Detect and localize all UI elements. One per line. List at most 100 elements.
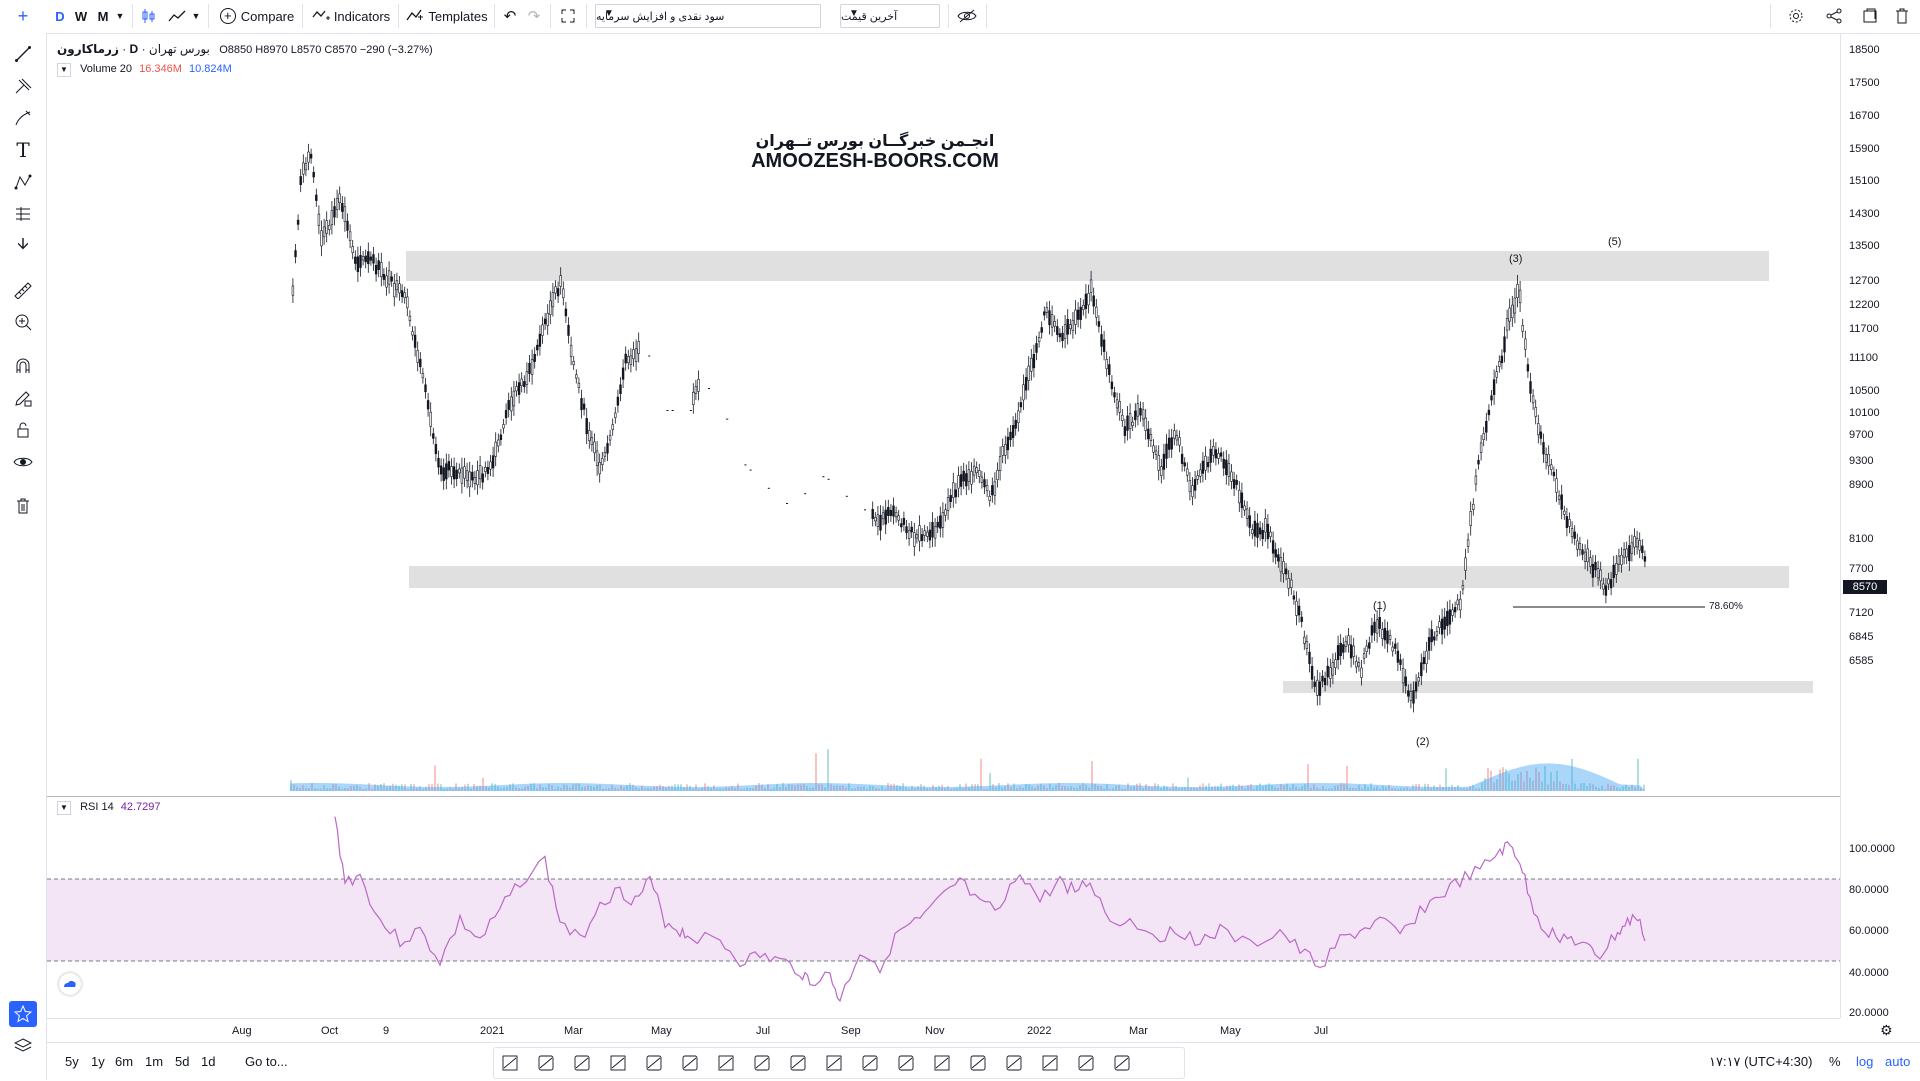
wave-label-1[interactable]: (1) bbox=[1373, 600, 1387, 612]
rsi-canvas[interactable] bbox=[47, 797, 1840, 1019]
volume-bar bbox=[452, 788, 454, 791]
zoom-in-icon[interactable] bbox=[9, 309, 37, 335]
candle bbox=[523, 375, 526, 393]
volume-bar bbox=[926, 787, 928, 791]
collapse-chevron-icon[interactable]: ▼ bbox=[57, 63, 71, 77]
chevron-down-icon[interactable]: ▼ bbox=[191, 11, 201, 21]
range-1m-button[interactable]: 1m bbox=[145, 1054, 164, 1069]
volume-bar bbox=[1412, 784, 1414, 791]
fib-level-label[interactable]: 78.60% bbox=[1709, 601, 1743, 612]
text-tool-icon[interactable]: T bbox=[16, 138, 30, 162]
wave-label-5[interactable]: (5) bbox=[1608, 236, 1622, 248]
snapshot-icon[interactable] bbox=[1858, 4, 1882, 28]
layers-icon[interactable] bbox=[9, 1033, 37, 1059]
crosshair-icon[interactable]: + bbox=[17, 5, 29, 26]
candle bbox=[1453, 601, 1457, 618]
trash-icon[interactable] bbox=[9, 493, 37, 519]
pencil-lock-icon[interactable] bbox=[9, 385, 37, 411]
volume-bar bbox=[662, 785, 664, 791]
volume-bar bbox=[1376, 786, 1378, 791]
volume-bar bbox=[341, 788, 343, 791]
candle bbox=[338, 186, 341, 211]
candle bbox=[1609, 572, 1613, 596]
strategy-select[interactable]: ▼ سود نقدی و افزایش سرمایه bbox=[595, 4, 821, 28]
time-axis[interactable]: Aug Oct 9 2021 Mar May Jul Sep Nov 2022 Mar May Jul bbox=[47, 1018, 1840, 1043]
symbol-name[interactable]: زرماکارون bbox=[57, 42, 119, 56]
volume-bar bbox=[974, 784, 976, 791]
eye-icon[interactable] bbox=[9, 449, 37, 475]
volume-bar bbox=[368, 783, 370, 791]
auto-toggle[interactable]: auto bbox=[1885, 1054, 1911, 1069]
collapse-chevron-icon[interactable]: ▼ bbox=[57, 801, 71, 815]
main-chart-pane[interactable]: زرماکارون · D · بورس تهران O8850 H8970 L… bbox=[47, 33, 1840, 793]
interval-w-button[interactable]: W bbox=[74, 8, 88, 24]
volume-bar bbox=[1601, 785, 1603, 791]
volume-bar bbox=[824, 787, 826, 791]
favorite-tools-icons[interactable] bbox=[494, 1048, 1184, 1078]
line-chart-icon[interactable] bbox=[166, 4, 188, 28]
volume-bar bbox=[803, 784, 805, 791]
range-6m-button[interactable]: 6m bbox=[115, 1054, 134, 1069]
candle bbox=[551, 283, 555, 317]
rsi-tick-label: 100.0000 bbox=[1849, 843, 1895, 855]
eye-off-icon[interactable] bbox=[954, 4, 980, 28]
watchlist-star-icon[interactable] bbox=[9, 1001, 37, 1027]
goto-button[interactable]: Go to... bbox=[245, 1054, 288, 1069]
price-chart-canvas[interactable] bbox=[47, 33, 1840, 793]
candle bbox=[1222, 451, 1225, 476]
range-5y-button[interactable]: 5y bbox=[65, 1054, 79, 1069]
prediction-icon[interactable] bbox=[9, 201, 37, 227]
candle bbox=[1011, 416, 1015, 447]
price-tick-label: 9700 bbox=[1849, 429, 1874, 441]
indicators-button[interactable]: Indicators bbox=[308, 4, 394, 28]
candles-icon[interactable] bbox=[138, 4, 160, 28]
wave-label-2[interactable]: (2) bbox=[1416, 736, 1430, 748]
undo-icon[interactable]: ↶ bbox=[503, 8, 517, 25]
chevron-down-icon[interactable]: ▼ bbox=[115, 11, 125, 21]
volume-bar bbox=[431, 784, 433, 791]
brush-icon[interactable] bbox=[9, 105, 37, 131]
templates-button[interactable]: Templates bbox=[404, 4, 490, 28]
range-5d-button[interactable]: 5d bbox=[175, 1054, 190, 1069]
lock-icon[interactable] bbox=[9, 417, 37, 443]
volume-bar bbox=[1445, 768, 1447, 791]
volume-bar bbox=[311, 783, 313, 791]
price-axis[interactable]: 18500 17500 16700 15900 15100 14300 13500 12700… bbox=[1840, 33, 1920, 1019]
tradingview-logo-icon[interactable] bbox=[59, 973, 81, 995]
volume-bar bbox=[1499, 769, 1501, 791]
share-icon[interactable] bbox=[1822, 4, 1846, 28]
compare-button[interactable]: + Compare bbox=[216, 4, 298, 28]
candle bbox=[494, 432, 497, 467]
volume-bar bbox=[1367, 787, 1369, 791]
volume-bar bbox=[482, 777, 484, 791]
clock-timezone[interactable]: ۱۷:۱۷ (UTC+4:30) bbox=[1709, 1054, 1813, 1069]
candle bbox=[1318, 672, 1322, 706]
range-1d-button[interactable]: 1d bbox=[201, 1054, 216, 1069]
volume-bar bbox=[527, 785, 529, 791]
arrow-down-icon[interactable]: 🡫 bbox=[17, 235, 29, 253]
volume-bar bbox=[1523, 781, 1525, 791]
volume-bar bbox=[929, 788, 931, 791]
range-1y-button[interactable]: 1y bbox=[91, 1054, 105, 1069]
candle bbox=[1479, 435, 1483, 461]
price-source-select[interactable]: ▼ آخرین قیمت bbox=[840, 4, 940, 28]
magnet-icon[interactable] bbox=[9, 353, 37, 379]
fullscreen-icon[interactable] bbox=[556, 4, 580, 28]
log-toggle[interactable]: log bbox=[1856, 1054, 1874, 1069]
ruler-icon[interactable] bbox=[9, 277, 37, 303]
candle bbox=[1204, 446, 1207, 480]
interval-m-button[interactable]: M bbox=[97, 8, 109, 24]
gear-icon[interactable]: ⚙ bbox=[1880, 1022, 1893, 1038]
gear-icon[interactable] bbox=[1784, 4, 1808, 28]
candle bbox=[749, 469, 752, 471]
trash-icon[interactable] bbox=[1890, 4, 1914, 28]
rsi-pane[interactable]: ▼ RSI 14 42.7297 bbox=[47, 796, 1840, 1019]
wave-label-3[interactable]: (3) bbox=[1509, 253, 1523, 265]
volume-bar bbox=[401, 784, 403, 791]
redo-icon[interactable]: ↷ bbox=[527, 8, 541, 25]
trend-line-icon[interactable] bbox=[9, 41, 37, 67]
percent-toggle[interactable]: % bbox=[1829, 1054, 1841, 1069]
pattern-icon[interactable] bbox=[9, 169, 37, 195]
pitchfork-icon[interactable] bbox=[9, 73, 37, 99]
interval-d-button[interactable]: D bbox=[55, 8, 65, 24]
